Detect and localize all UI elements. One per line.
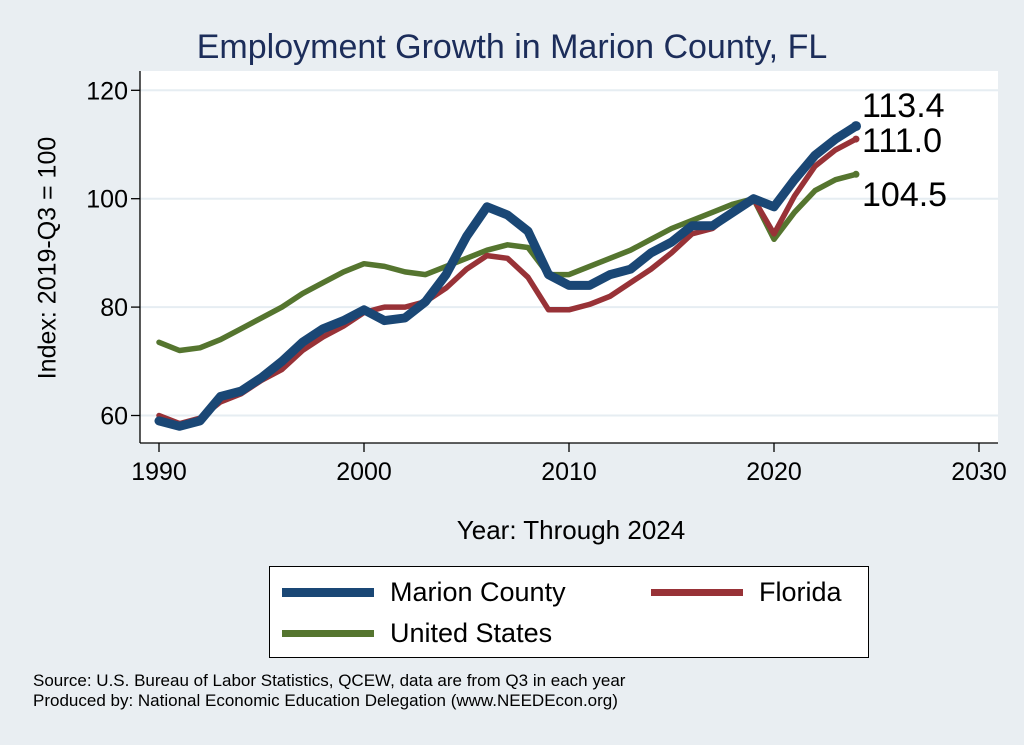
produced-by-line: Produced by: National Economic Education… xyxy=(33,691,618,710)
legend-label-florida: Florida xyxy=(759,577,842,607)
legend-swatch-us xyxy=(282,630,374,637)
x-axis-label: Year: Through 2024 xyxy=(456,515,686,545)
end-label-florida: 111.0 xyxy=(862,122,942,160)
series-line-us xyxy=(156,171,859,354)
legend-item-us: United States xyxy=(282,618,552,649)
source-line: Source: U.S. Bureau of Labor Statistics,… xyxy=(33,671,626,690)
plot-area xyxy=(140,71,998,443)
end-point-us xyxy=(852,170,860,178)
y-tick-label: 80 xyxy=(100,294,128,322)
y-axis-label: Index: 2019-Q3 = 100 xyxy=(33,136,62,380)
x-tick-label: 1990 xyxy=(131,458,187,486)
y-tick-label: 60 xyxy=(100,403,128,431)
end-point-marion xyxy=(851,121,861,132)
x-tick-label: 2000 xyxy=(336,458,392,486)
y-tick-label: 100 xyxy=(86,186,128,214)
x-tick-label: 2010 xyxy=(541,458,597,486)
x-tick-label: 2030 xyxy=(951,458,1007,486)
end-label-us: 104.5 xyxy=(862,176,947,214)
legend-label-us: United States xyxy=(390,618,553,648)
legend-swatch-florida xyxy=(651,589,743,596)
legend-item-marion: Marion County xyxy=(282,577,566,608)
y-tick-label: 120 xyxy=(86,77,128,105)
source-note: Source: U.S. Bureau of Labor Statistics,… xyxy=(33,671,625,711)
legend-swatch-marion xyxy=(282,588,374,597)
end-point-florida xyxy=(852,135,860,143)
legend: Marion County Florida United States xyxy=(269,566,869,658)
x-tick-label: 2020 xyxy=(746,458,802,486)
chart-title: Employment Growth in Marion County, FL xyxy=(196,28,828,66)
legend-item-florida: Florida xyxy=(651,577,842,608)
series-line-marion xyxy=(154,121,861,431)
legend-label-marion: Marion County xyxy=(390,577,566,607)
end-label-marion: 113.4 xyxy=(862,87,945,125)
series-lines xyxy=(154,121,861,431)
axes: 60 80 100 120 1990 2000 2010 2020 2030 xyxy=(86,71,1007,486)
